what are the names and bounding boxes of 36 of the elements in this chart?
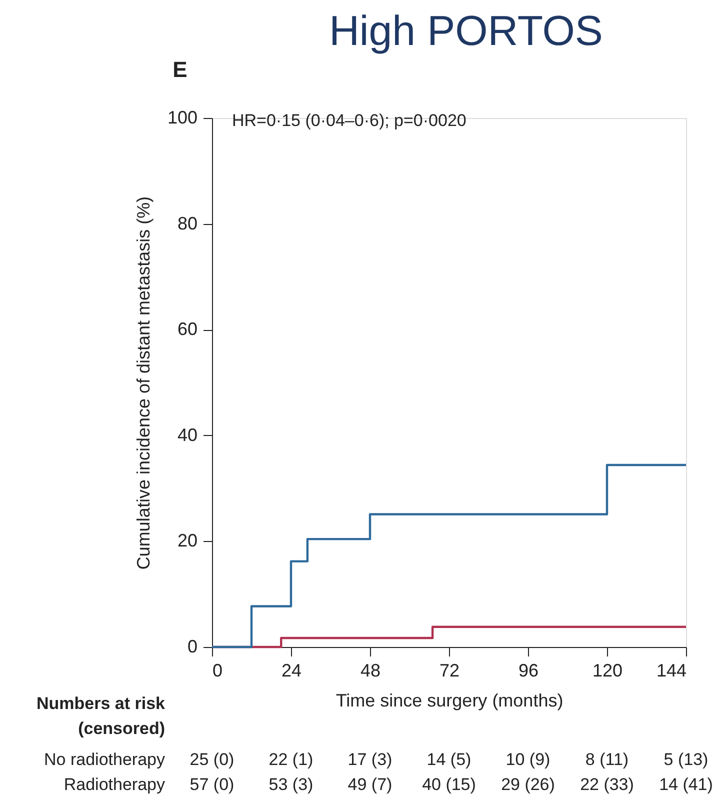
annotation: HR=0·15 (0·04–0·6); p=0·0020	[232, 111, 466, 130]
y-tick-label: 20	[177, 530, 198, 551]
x-axis-title: Time since surgery (months)	[336, 690, 564, 710]
text: 40 (15)	[422, 775, 476, 794]
x-tick-label: 72	[439, 660, 460, 680]
y-tick-label: 60	[177, 319, 198, 340]
text: No radiotherapy	[44, 750, 166, 769]
text: 29 (26)	[501, 775, 555, 794]
text: 22 (1)	[268, 750, 314, 769]
x-tick-label: 144	[656, 660, 686, 680]
text: 25 (0)	[190, 750, 234, 769]
text: 5 (13)	[664, 750, 708, 769]
text: Radiotherapy	[64, 775, 166, 794]
text: 8 (11)	[585, 750, 629, 769]
x-tick-label: 48	[360, 660, 381, 680]
text: 49 (7)	[348, 775, 392, 794]
y-tick-label: 0	[187, 636, 198, 656]
text: Numbers at risk	[36, 694, 166, 713]
y-tick-label: 40	[177, 424, 198, 445]
text: 14 (5)	[426, 750, 472, 769]
text: 57 (0)	[190, 775, 234, 794]
text: 53 (3)	[268, 775, 314, 794]
text: (censored)	[78, 719, 165, 738]
y-tick-label: 80	[177, 213, 198, 234]
y-axis-title: Cumulative incidence of distant metastasis (%)	[133, 196, 154, 570]
x-tick-label: 120	[592, 660, 623, 680]
chart-title: High PORTOS	[329, 7, 603, 54]
text: 14 (41)	[659, 775, 713, 794]
x-tick-label: 0	[212, 660, 223, 680]
x-tick-label: 24	[281, 660, 302, 680]
y-tick-label: 100	[167, 108, 198, 128]
text: 22 (33)	[580, 775, 634, 794]
x-tick-label: 96	[518, 660, 539, 680]
text: 10 (9)	[506, 750, 550, 769]
chart-subtitle: E	[172, 57, 188, 82]
text: 17 (3)	[348, 750, 392, 769]
